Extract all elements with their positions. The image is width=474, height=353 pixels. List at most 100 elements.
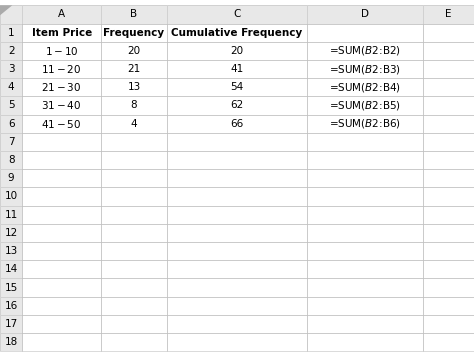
Bar <box>101 60 167 78</box>
Bar <box>0 96 22 114</box>
Bar <box>101 5 167 24</box>
Bar <box>167 242 307 260</box>
Bar <box>101 78 167 96</box>
Bar <box>101 187 167 205</box>
Bar <box>101 205 167 224</box>
Bar <box>307 5 423 24</box>
Text: =SUM($B$2:B2): =SUM($B$2:B2) <box>329 44 401 57</box>
Bar <box>101 279 167 297</box>
Bar <box>22 114 101 133</box>
Bar <box>101 260 167 279</box>
Bar <box>307 133 423 151</box>
Bar <box>0 5 22 24</box>
Bar <box>423 5 474 24</box>
Bar <box>423 260 474 279</box>
Bar <box>0 78 22 96</box>
Bar <box>22 24 101 42</box>
Bar <box>22 297 101 315</box>
Bar <box>22 242 101 260</box>
Bar <box>0 260 22 279</box>
Bar <box>167 187 307 205</box>
Bar <box>167 279 307 297</box>
Text: 54: 54 <box>230 82 243 92</box>
Bar <box>423 297 474 315</box>
Bar <box>101 151 167 169</box>
Bar <box>423 187 474 205</box>
Bar <box>307 242 423 260</box>
Text: 20: 20 <box>128 46 141 56</box>
Bar <box>0 260 22 279</box>
Bar <box>0 297 22 315</box>
Bar <box>22 133 101 151</box>
Bar <box>0 315 22 333</box>
Bar <box>22 315 101 333</box>
Bar <box>423 133 474 151</box>
Bar <box>423 114 474 133</box>
Bar <box>167 297 307 315</box>
Bar <box>0 333 22 351</box>
Bar <box>167 224 307 242</box>
Bar <box>22 5 101 24</box>
Bar <box>307 151 423 169</box>
Text: 4: 4 <box>8 82 15 92</box>
Text: 10: 10 <box>5 191 18 202</box>
Bar <box>101 114 167 133</box>
Bar <box>307 205 423 224</box>
Bar <box>423 78 474 96</box>
Bar <box>22 42 101 60</box>
Bar <box>22 78 101 96</box>
Bar <box>0 114 22 133</box>
Bar <box>167 5 307 24</box>
Bar <box>101 96 167 114</box>
Text: =SUM($B$2:B5): =SUM($B$2:B5) <box>329 99 401 112</box>
Bar <box>0 24 22 42</box>
Text: 5: 5 <box>8 101 15 110</box>
Bar <box>0 205 22 224</box>
Text: Item Price: Item Price <box>32 28 92 38</box>
Text: 13: 13 <box>128 82 141 92</box>
Text: 3: 3 <box>8 64 15 74</box>
Text: 12: 12 <box>5 228 18 238</box>
Bar <box>423 24 474 42</box>
Bar <box>0 60 22 78</box>
Bar <box>307 42 423 60</box>
Text: $11 - $20: $11 - $20 <box>41 63 82 75</box>
Bar <box>101 333 167 351</box>
Bar <box>0 42 22 60</box>
Bar <box>0 78 22 96</box>
Bar <box>22 187 101 205</box>
Bar <box>423 279 474 297</box>
Bar <box>307 60 423 78</box>
Text: E: E <box>446 10 452 19</box>
Bar <box>423 42 474 60</box>
Text: =SUM($B$2:B4): =SUM($B$2:B4) <box>329 81 401 94</box>
Bar <box>0 242 22 260</box>
Bar <box>167 96 307 114</box>
Bar <box>0 279 22 297</box>
Bar <box>167 42 307 60</box>
Text: $41 - $50: $41 - $50 <box>41 118 82 130</box>
Bar <box>167 24 307 42</box>
Text: =SUM($B$2:B6): =SUM($B$2:B6) <box>329 117 401 130</box>
Bar <box>167 78 307 96</box>
Bar <box>0 96 22 114</box>
Bar <box>22 96 101 114</box>
Text: 15: 15 <box>5 282 18 293</box>
Text: 14: 14 <box>5 264 18 274</box>
Text: $21 - $30: $21 - $30 <box>41 81 82 93</box>
Bar <box>101 42 167 60</box>
Bar <box>22 60 101 78</box>
Bar <box>22 205 101 224</box>
Text: $31 - $40: $31 - $40 <box>41 100 82 112</box>
Bar <box>0 279 22 297</box>
Text: B: B <box>130 10 137 19</box>
Bar <box>0 151 22 169</box>
Text: 41: 41 <box>230 64 243 74</box>
Bar <box>167 133 307 151</box>
Bar <box>423 96 474 114</box>
Bar <box>423 333 474 351</box>
Text: 6: 6 <box>8 119 15 128</box>
Text: 4: 4 <box>131 119 137 128</box>
Bar <box>167 315 307 333</box>
Bar <box>0 224 22 242</box>
